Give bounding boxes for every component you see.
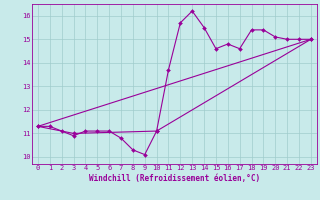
X-axis label: Windchill (Refroidissement éolien,°C): Windchill (Refroidissement éolien,°C) [89,174,260,183]
